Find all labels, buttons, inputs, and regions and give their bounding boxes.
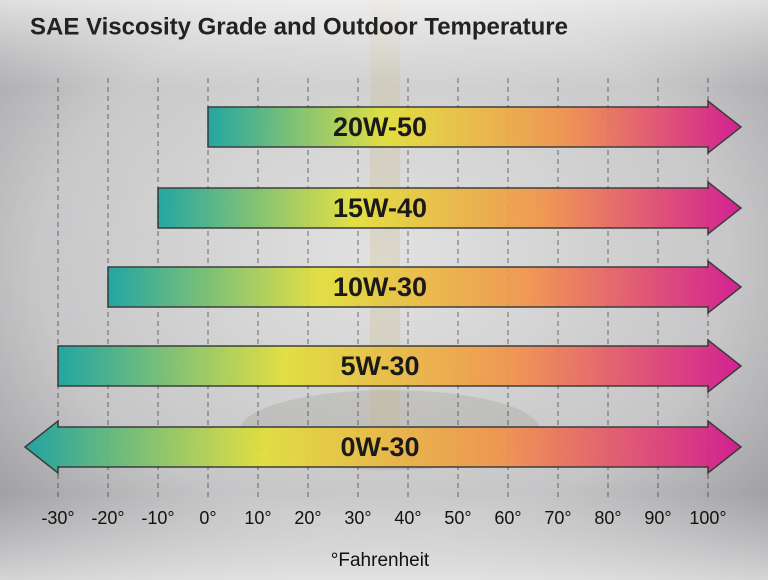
chart-title: SAE Viscosity Grade and Outdoor Temperat… — [30, 13, 568, 40]
x-tick-label: -10° — [141, 508, 174, 528]
bar-label: 10W-30 — [333, 272, 427, 302]
x-axis-label: °Fahrenheit — [331, 550, 430, 571]
x-tick-label: 20° — [294, 508, 321, 528]
range-bar — [107, 259, 743, 315]
x-tick-label: -30° — [41, 508, 74, 528]
range-bar — [157, 180, 743, 236]
bar-label: 5W-30 — [341, 351, 420, 381]
bar-label: 20W-50 — [333, 112, 427, 142]
x-axis: -30° -20° -10° 0° 10° 20° 30° 40° 50° 60° 70° 80° 90… — [41, 508, 726, 528]
bar-label: 15W-40 — [333, 193, 427, 223]
x-tick-label: -20° — [91, 508, 124, 528]
x-tick-label: 40° — [394, 508, 421, 528]
x-tick-label: 100° — [689, 508, 726, 528]
x-tick-label: 90° — [644, 508, 671, 528]
x-tick-label: 50° — [444, 508, 471, 528]
bar-label: 0W-30 — [341, 432, 420, 462]
range-bar — [23, 419, 743, 475]
x-tick-label: 80° — [594, 508, 621, 528]
bars: 20W-50 15W-40 10W-30 5W-30 0W-30 — [23, 99, 743, 475]
x-tick-label: 70° — [544, 508, 571, 528]
range-bar — [207, 99, 743, 155]
x-tick-label: 30° — [344, 508, 371, 528]
x-tick-label: 10° — [244, 508, 271, 528]
x-tick-label: 60° — [494, 508, 521, 528]
x-tick-label: 0° — [199, 508, 216, 528]
range-bar — [57, 338, 743, 394]
